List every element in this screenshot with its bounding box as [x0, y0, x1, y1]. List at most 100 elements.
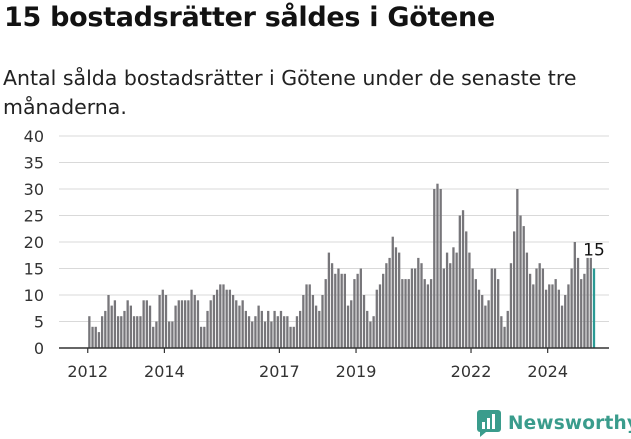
bar	[161, 289, 164, 348]
x-tick-label: 2014	[144, 362, 185, 381]
bar	[199, 326, 203, 348]
bar	[356, 273, 359, 348]
bar	[247, 316, 251, 348]
bar	[193, 295, 196, 348]
bar	[129, 305, 133, 348]
bar	[100, 316, 104, 348]
bar	[158, 295, 161, 348]
bar	[164, 295, 168, 348]
bar	[586, 257, 589, 348]
bar	[228, 289, 232, 348]
bar	[388, 257, 391, 348]
y-tick-label: 30	[24, 180, 44, 199]
newsworthy-brand: Newsworthy	[476, 408, 631, 438]
bar	[567, 284, 570, 348]
bar	[436, 183, 439, 348]
x-tick-label: 2022	[451, 362, 492, 381]
bar	[583, 273, 586, 348]
y-tick-label: 35	[24, 154, 44, 173]
bar	[260, 310, 263, 348]
bar	[305, 284, 308, 348]
bar	[279, 310, 283, 348]
bar	[91, 326, 94, 348]
bar	[206, 310, 209, 348]
bar	[439, 189, 442, 348]
bar	[445, 252, 449, 348]
bar	[429, 279, 433, 348]
bar	[557, 289, 560, 348]
y-tick-label: 5	[34, 313, 44, 332]
bar	[570, 268, 573, 348]
x-tick-label: 2017	[259, 362, 300, 381]
bar	[314, 305, 318, 348]
bar	[455, 252, 458, 348]
bar	[423, 279, 426, 348]
bar	[113, 300, 117, 348]
bar	[311, 295, 315, 348]
bar	[417, 257, 420, 348]
bar	[295, 316, 299, 348]
bar	[516, 189, 519, 348]
bar	[267, 310, 270, 348]
y-tick-label: 25	[24, 207, 44, 226]
chart-subtitle: Antal sålda bostadsrätter i Götene under…	[3, 66, 577, 119]
bar	[519, 215, 522, 348]
bar	[104, 310, 107, 348]
bar	[276, 316, 279, 348]
y-tick-label: 0	[34, 339, 44, 358]
bar	[420, 263, 423, 348]
bar	[535, 268, 538, 348]
bar	[330, 263, 334, 348]
bar	[394, 247, 398, 348]
bar	[225, 289, 228, 348]
bar	[522, 226, 525, 348]
y-tick-label: 20	[24, 233, 44, 252]
bar	[497, 279, 500, 348]
bar	[302, 295, 305, 348]
y-tick-label: 10	[24, 286, 44, 305]
bar	[177, 300, 180, 348]
bar	[215, 289, 219, 348]
bar	[471, 268, 474, 348]
bar	[334, 273, 337, 348]
bar	[375, 289, 378, 348]
bar	[203, 326, 206, 348]
bar	[458, 215, 461, 348]
bar	[286, 316, 289, 348]
bar	[382, 273, 385, 348]
bar	[544, 289, 548, 348]
x-tick-label: 2024	[527, 362, 568, 381]
bar	[251, 321, 254, 348]
bar	[407, 279, 410, 348]
bar	[525, 252, 529, 348]
bar	[490, 268, 493, 348]
bar	[538, 263, 541, 348]
bar	[318, 310, 321, 348]
bar	[171, 321, 174, 348]
bar	[449, 263, 452, 348]
bar	[532, 284, 535, 348]
bar	[209, 300, 212, 348]
bar	[372, 316, 375, 348]
bar	[152, 326, 155, 348]
bar	[580, 279, 583, 348]
bar	[88, 316, 91, 348]
bar	[235, 300, 238, 348]
bar	[548, 284, 551, 348]
bar	[321, 295, 324, 348]
bar	[340, 273, 343, 348]
bar	[168, 321, 171, 348]
bar	[174, 305, 177, 348]
newsworthy-logo-icon	[477, 410, 501, 437]
bar	[528, 273, 532, 348]
bar	[298, 310, 302, 348]
bar	[541, 268, 545, 348]
bar	[132, 316, 136, 348]
bar	[487, 300, 490, 348]
bar	[554, 279, 557, 348]
bar	[506, 310, 509, 348]
bar	[257, 305, 260, 348]
bar	[484, 305, 487, 348]
bar	[573, 242, 576, 348]
